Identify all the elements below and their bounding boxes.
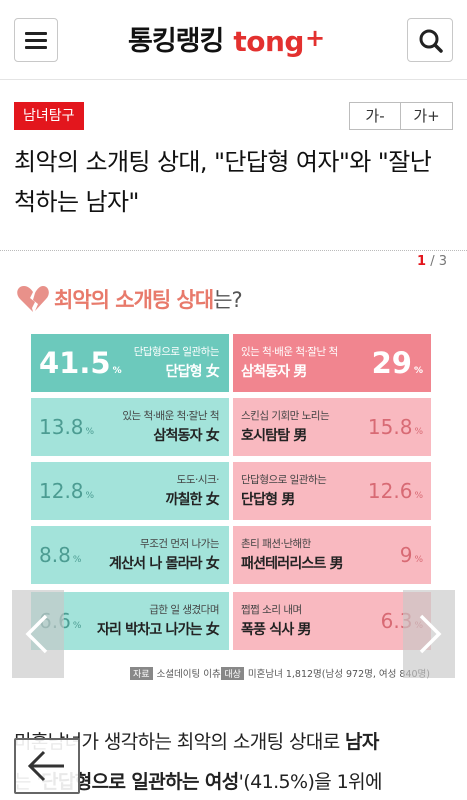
men-rank-2-pct: 15.8% xyxy=(368,398,423,456)
pct-value: 41.5 xyxy=(39,346,111,380)
category-badge[interactable]: 남녀탐구 xyxy=(14,102,84,130)
site-header: 통킹랭킹 tong + xyxy=(0,0,467,80)
font-decrease-button[interactable]: 가- xyxy=(349,102,401,130)
pct-value: 8.8 xyxy=(39,543,71,567)
women-rank-1-sub: 단답형으로 일관하는 xyxy=(133,346,220,358)
women-rank-5: 6.6% 급한 일 생겼다며 자리 박차고 나가는 女 xyxy=(31,592,229,650)
women-rank-4-pct: 8.8% xyxy=(39,526,81,584)
men-rank-3-sub: 단답형으로 일관하는 xyxy=(241,474,327,486)
men-rank-5: 쩝쩝 소리 내며 폭풍 식사 男 6.3% xyxy=(233,592,431,650)
women-rank-3: 12.8% 도도·시크· 까칠한 女 xyxy=(31,462,229,520)
pct-value: 12.6 xyxy=(367,479,413,503)
women-rank-3-main: 까칠한 女 xyxy=(165,492,219,508)
body-text-bold: 단답형으로 일관하는 여성 xyxy=(40,771,239,793)
infographic-title-rest: 는? xyxy=(213,288,242,312)
men-rank-1-pct: 29% xyxy=(372,334,423,392)
pct-unit: % xyxy=(72,621,82,631)
search-button[interactable] xyxy=(407,18,453,62)
divider xyxy=(0,250,467,251)
women-rank-1-pct: 41.5% xyxy=(39,334,122,392)
women-rank-2: 13.8% 있는 척·배운 척·잘난 척 삼척동자 女 xyxy=(31,398,229,456)
men-rank-3-main: 단답형 男 xyxy=(241,492,295,508)
infographic-image: 최악의 소개팅 상대 는? 41.5% 단답형으로 일관하는 단답형 女 13.… xyxy=(0,276,467,700)
image-pager: 1 / 3 xyxy=(417,254,447,269)
body-text-plain: '(41.5%)을 1위에 xyxy=(238,771,383,793)
women-rank-2-pct: 13.8% xyxy=(39,398,94,456)
men-rank-4-main: 패션테러리스트 男 xyxy=(241,556,344,572)
men-rank-3: 단답형으로 일관하는 단답형 男 12.6% xyxy=(233,462,431,520)
infographic-title: 최악의 소개팅 상대 는? xyxy=(16,282,243,316)
men-rank-3-pct: 12.6% xyxy=(368,462,423,520)
men-rank-2-sub: 스킨십 기회만 노리는 xyxy=(241,410,330,422)
pct-value: 9 xyxy=(399,543,413,567)
menu-button[interactable] xyxy=(14,18,58,62)
pct-unit: % xyxy=(85,427,95,437)
pct-unit: % xyxy=(112,366,122,376)
arrow-left-icon xyxy=(27,750,64,782)
women-rank-4: 8.8% 무조건 먼저 나가는 계산서 나 몰라라 女 xyxy=(31,526,229,584)
women-rank-5-sub: 급한 일 생겼다며 xyxy=(149,604,219,616)
target-value: 미혼남녀 1,812명(남성 972명, 여성 840명) xyxy=(247,669,430,680)
pct-value: 12.8 xyxy=(39,479,84,503)
broken-heart-icon xyxy=(17,286,49,312)
article-body: 미혼남녀가 생각하는 최악의 소개팅 상대로 남자 는 '단답형으로 일관하는 … xyxy=(14,722,458,800)
body-text-plain: 미혼남녀가 생각하는 최악의 소개팅 상대로 xyxy=(14,731,346,753)
slide-next-button[interactable] xyxy=(403,590,455,678)
back-button[interactable] xyxy=(14,738,80,794)
women-rank-2-main: 삼척동자 女 xyxy=(153,428,219,444)
men-rank-4-sub: 촌티 패션·난해한 xyxy=(241,538,311,550)
pct-unit: % xyxy=(414,491,423,501)
pct-unit: % xyxy=(414,555,423,565)
pager-separator: / xyxy=(430,254,435,269)
women-rank-2-sub: 있는 척·배운 척·잘난 척 xyxy=(122,410,219,422)
men-rank-2: 스킨십 기회만 노리는 호시탐탐 男 15.8% xyxy=(233,398,431,456)
pager-total: 3 xyxy=(438,254,447,269)
logo-english: tong xyxy=(233,25,304,58)
pct-value: 15.8 xyxy=(367,415,413,439)
men-rank-5-sub: 쩝쩝 소리 내며 xyxy=(241,604,302,616)
men-rank-4-pct: 9% xyxy=(400,526,423,584)
women-rank-3-sub: 도도·시크· xyxy=(176,474,220,486)
source-info: 자료 소셜데이팅 이츄 xyxy=(130,666,221,680)
search-icon xyxy=(419,29,443,53)
site-logo[interactable]: 통킹랭킹 tong + xyxy=(128,18,325,62)
pager-current: 1 xyxy=(417,254,427,269)
body-text-bold: 남자 xyxy=(345,731,379,753)
men-rank-1: 있는 척·배운 척·잘난 척 삼척동자 男 29% xyxy=(233,334,431,392)
chevron-right-icon xyxy=(419,614,442,654)
target-info: 대상 미혼남녀 1,812명(남성 972명, 여성 840명) xyxy=(221,666,430,680)
women-rank-1: 41.5% 단답형으로 일관하는 단답형 女 xyxy=(31,334,229,392)
men-rank-5-main: 폭풍 식사 男 xyxy=(241,622,311,638)
chevron-left-icon xyxy=(25,614,48,654)
font-increase-button[interactable]: 가+ xyxy=(401,102,453,130)
pct-value: 29 xyxy=(371,346,412,380)
font-size-controls: 가- 가+ xyxy=(349,102,453,130)
women-rank-1-main: 단답형 女 xyxy=(165,364,219,380)
men-rank-4: 촌티 패션·난해한 패션테러리스트 男 9% xyxy=(233,526,431,584)
pct-unit: % xyxy=(414,427,423,437)
men-rank-1-sub: 있는 척·배운 척·잘난 척 xyxy=(241,346,338,358)
men-rank-1-main: 삼척동자 男 xyxy=(241,364,307,380)
pct-unit: % xyxy=(413,366,423,376)
women-rank-4-main: 계산서 나 몰라라 女 xyxy=(109,556,220,572)
women-rank-3-pct: 12.8% xyxy=(39,462,94,520)
logo-plus: + xyxy=(304,24,326,52)
source-label: 자료 xyxy=(130,667,153,680)
men-rank-2-main: 호시탐탐 男 xyxy=(241,428,307,444)
logo-korean: 통킹랭킹 xyxy=(128,26,224,57)
women-rank-5-main: 자리 박차고 나가는 女 xyxy=(96,622,220,638)
pct-unit: % xyxy=(72,555,82,565)
slide-prev-button[interactable] xyxy=(12,590,64,678)
pct-value: 13.8 xyxy=(39,415,84,439)
source-value: 소셜데이팅 이츄 xyxy=(156,669,221,680)
pct-unit: % xyxy=(85,491,95,501)
article-headline: 최악의 소개팅 상대, "단답형 여자"와 "잘난 척하는 남자" xyxy=(14,148,432,216)
infographic-source: 자료 소셜데이팅 이츄 대상 미혼남녀 1,812명(남성 972명, 여성 840… xyxy=(130,666,430,680)
infographic-title-highlight: 최악의 소개팅 상대 xyxy=(54,288,214,312)
women-rank-4-sub: 무조건 먼저 나가는 xyxy=(140,538,219,550)
target-label: 대상 xyxy=(221,667,244,680)
